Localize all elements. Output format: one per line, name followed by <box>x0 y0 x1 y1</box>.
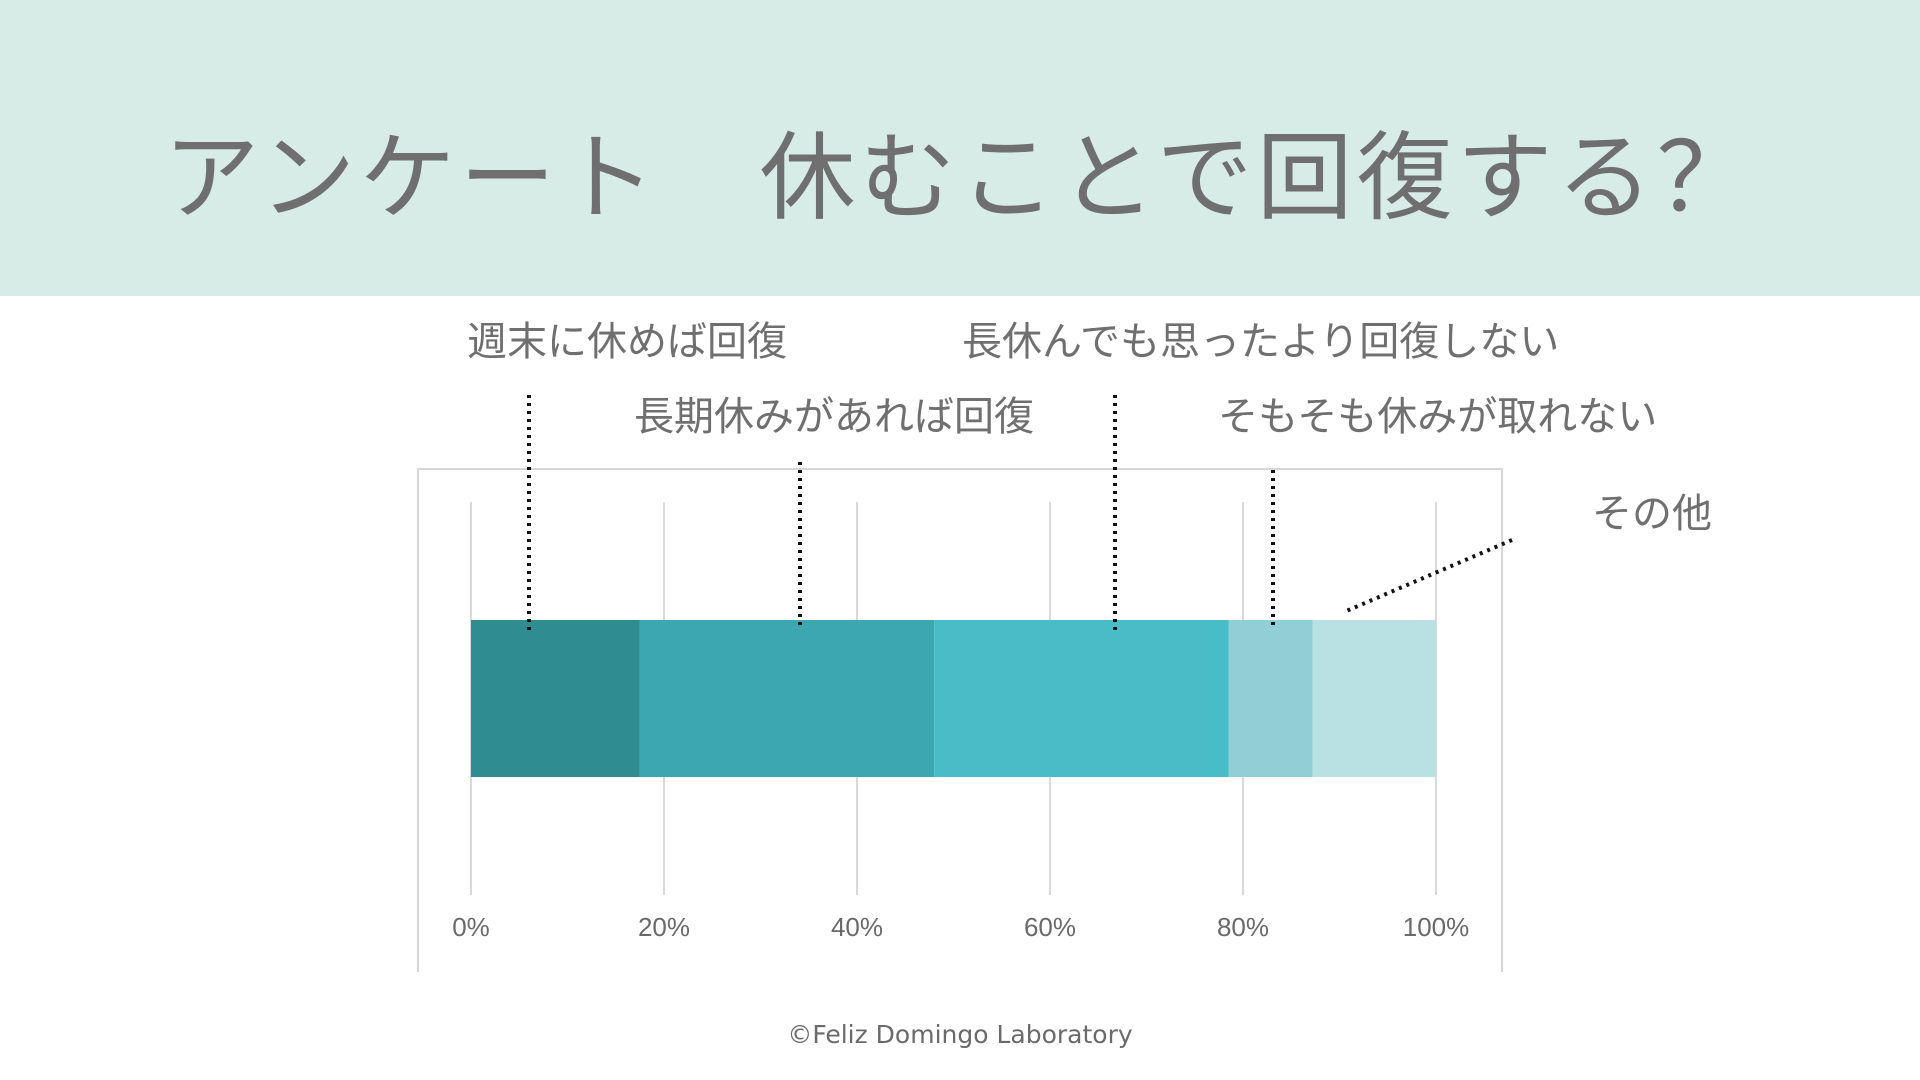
x-tick-label: 20% <box>638 912 690 942</box>
callout-label-5: その他 <box>1592 491 1712 537</box>
callout-label-1: 週末に休めば回復 <box>467 319 787 365</box>
title-banner <box>0 0 1920 296</box>
callout-leader-5 <box>1343 538 1513 614</box>
copyright-footer: ©Feliz Domingo Laboratory <box>787 1020 1133 1049</box>
bar-segment-3 <box>934 620 1229 777</box>
x-tick-label: 60% <box>1024 912 1076 942</box>
callout-label-4: そもそも休みが取れない <box>1218 394 1657 440</box>
plot-frame <box>417 468 1503 972</box>
bar-segment-1 <box>471 620 640 777</box>
callout-label-2: 長期休みがあれば回復 <box>634 394 1034 440</box>
x-tick-label: 100% <box>1403 912 1470 942</box>
page-title: アンケート 休むことで回復する？ <box>163 122 1757 234</box>
bar-segment-4 <box>1228 620 1313 777</box>
x-tick-label: 0% <box>452 912 490 942</box>
bar-segment-5 <box>1312 620 1436 777</box>
x-tick-label: 40% <box>831 912 883 942</box>
x-tick-label: 80% <box>1217 912 1269 942</box>
bar-segment-2 <box>639 620 935 777</box>
callout-label-3: 長休んでも思ったより回復しない <box>962 319 1559 365</box>
